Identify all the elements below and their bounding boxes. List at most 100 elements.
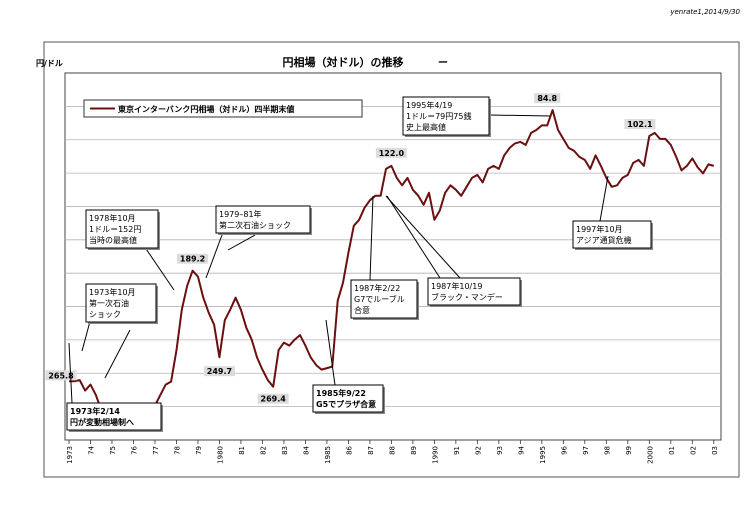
point-label-bg	[45, 370, 77, 381]
legend: 東京インターバンク円相場（対ドル）四半期末値	[83, 99, 363, 118]
x-tick-label: 97	[582, 446, 590, 455]
point-value-label: 122.0	[375, 147, 407, 158]
x-tick-label: 98	[603, 446, 611, 455]
x-tick-label: 1980	[216, 446, 224, 464]
x-tick-label: 94	[517, 445, 525, 454]
point-label-bg	[624, 119, 656, 130]
point-label-text: 102.1	[627, 120, 653, 129]
annotation-text: 1987年10/19	[431, 281, 482, 291]
annotation-text: ブラック・マンデー	[431, 292, 503, 302]
point-value-label: 84.8	[534, 93, 561, 104]
legend-label: 東京インターバンク円相場（対ドル）四半期末値	[118, 104, 294, 114]
point-value-label: 265.8	[45, 370, 77, 381]
annotation-box	[215, 205, 311, 234]
x-tick-label: 99	[625, 446, 633, 455]
annotation-text: 1973年2/14	[70, 406, 120, 416]
annotation-text: 1997年10月	[576, 224, 623, 234]
annotation-text: 第一次石油	[89, 298, 129, 308]
legend-box	[83, 99, 363, 118]
x-tick-label: 77	[152, 446, 160, 455]
point-label-text: 265.8	[48, 371, 74, 380]
point-label-text: 249.7	[207, 367, 232, 376]
annotation-text: 1978年10月	[89, 213, 136, 223]
annotation-text: ショック	[89, 310, 121, 319]
point-label-text: 84.8	[537, 94, 557, 103]
x-tick-label: 01	[668, 446, 676, 455]
point-label-bg	[375, 147, 407, 158]
x-tick-label: 1995	[539, 446, 547, 464]
x-tick-label: 81	[238, 446, 246, 455]
callout-line	[385, 195, 461, 279]
annotation-text: 1985年9/22	[316, 388, 366, 398]
x-tick-label: 87	[367, 446, 375, 455]
x-tick-label: 03	[711, 446, 719, 455]
annotation-text: 1ドル＝79円75銭	[406, 111, 471, 121]
annotations: 1973年2/14円が変動相場制へ1973年10月第一次石油ショック1978年1…	[66, 96, 653, 432]
annotation-text: 1995年4/19	[406, 100, 452, 110]
annotation-box	[66, 402, 162, 431]
point-labels: 265.8 189.2 249.7 269.4 122.0 84.8 102.1	[45, 93, 656, 404]
x-tick-label: 89	[410, 446, 418, 455]
annotation-text: 1ドル＝152円	[89, 225, 141, 234]
point-label-text: 122.0	[379, 149, 405, 158]
point-label-bg	[177, 253, 209, 264]
annotation-box	[85, 209, 159, 249]
credit-text: yenrate1,2014/9/30	[669, 8, 740, 16]
x-axis-ticks: 1973 74 75 76 77 78 79 1980 81 82 83 84 1985 86 87 88 89…	[66, 440, 719, 464]
annotation-text: G5でプラザ合意	[316, 399, 376, 409]
annotation-text: 1987年2/22	[354, 283, 400, 293]
x-tick-label: 02	[689, 446, 697, 455]
point-label-text: 269.4	[261, 395, 287, 404]
annotation-text: 第二次石油ショック	[219, 220, 291, 230]
annotation-box	[572, 220, 652, 249]
x-tick-label: 1973	[66, 446, 74, 464]
annotation-text: 円が変動相場制へ	[70, 417, 134, 427]
point-label-text: 189.2	[180, 255, 205, 264]
x-tick-label: 79	[195, 446, 203, 455]
annotation-text: 当時の最高値	[89, 235, 137, 245]
title-dash: ー	[438, 58, 448, 69]
x-tick-label: 2000	[646, 446, 654, 464]
x-tick-label: 82	[259, 446, 267, 455]
callout-line	[205, 234, 223, 279]
series-line	[69, 109, 715, 431]
point-value-label: 249.7	[203, 366, 235, 377]
unit-label: 円/ドル	[36, 59, 63, 68]
annotation-box	[427, 277, 521, 306]
annotation-box	[312, 384, 384, 413]
x-tick-label: 96	[560, 445, 568, 454]
callout-line	[488, 114, 551, 117]
annotation-text: 合意	[354, 305, 370, 315]
annotation-box	[402, 96, 490, 136]
x-tick-label: 74	[87, 445, 95, 454]
point-label-bg	[534, 93, 561, 104]
annotation-box	[350, 279, 418, 319]
callout-line	[68, 342, 73, 404]
point-label-bg	[203, 366, 235, 377]
x-tick-label: 91	[453, 446, 461, 455]
x-tick-label: 86	[345, 445, 353, 454]
callout-line	[227, 234, 256, 251]
x-tick-label: 88	[388, 446, 396, 455]
annotation-box	[85, 283, 157, 323]
x-tick-label: 78	[173, 446, 181, 455]
x-tick-label: 93	[496, 446, 504, 455]
annotation-text: 史上最高値	[406, 122, 446, 132]
point-value-label: 102.1	[624, 119, 656, 130]
x-tick-label: 84	[302, 445, 310, 454]
annotation-text: 1973年10月	[89, 287, 136, 297]
x-tick-label: 76	[130, 445, 138, 454]
page-frame	[43, 41, 740, 478]
callout-line	[369, 195, 374, 281]
annotation-text: G7でルーブル	[354, 294, 405, 304]
point-label-bg	[257, 393, 289, 404]
x-tick-label: 75	[109, 446, 117, 455]
point-value-label: 269.4	[257, 393, 289, 404]
